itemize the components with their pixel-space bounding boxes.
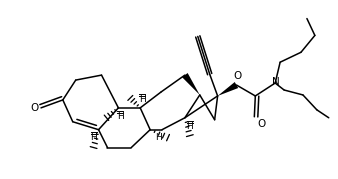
Polygon shape xyxy=(218,82,238,96)
Text: H: H xyxy=(139,95,146,104)
Text: H: H xyxy=(155,133,162,142)
Text: O: O xyxy=(31,103,39,113)
Text: O: O xyxy=(233,71,242,81)
Text: H: H xyxy=(117,112,124,121)
Polygon shape xyxy=(182,73,200,95)
Text: H: H xyxy=(187,122,193,131)
Text: O: O xyxy=(257,119,266,129)
Text: N: N xyxy=(272,77,280,87)
Text: H: H xyxy=(90,133,97,142)
